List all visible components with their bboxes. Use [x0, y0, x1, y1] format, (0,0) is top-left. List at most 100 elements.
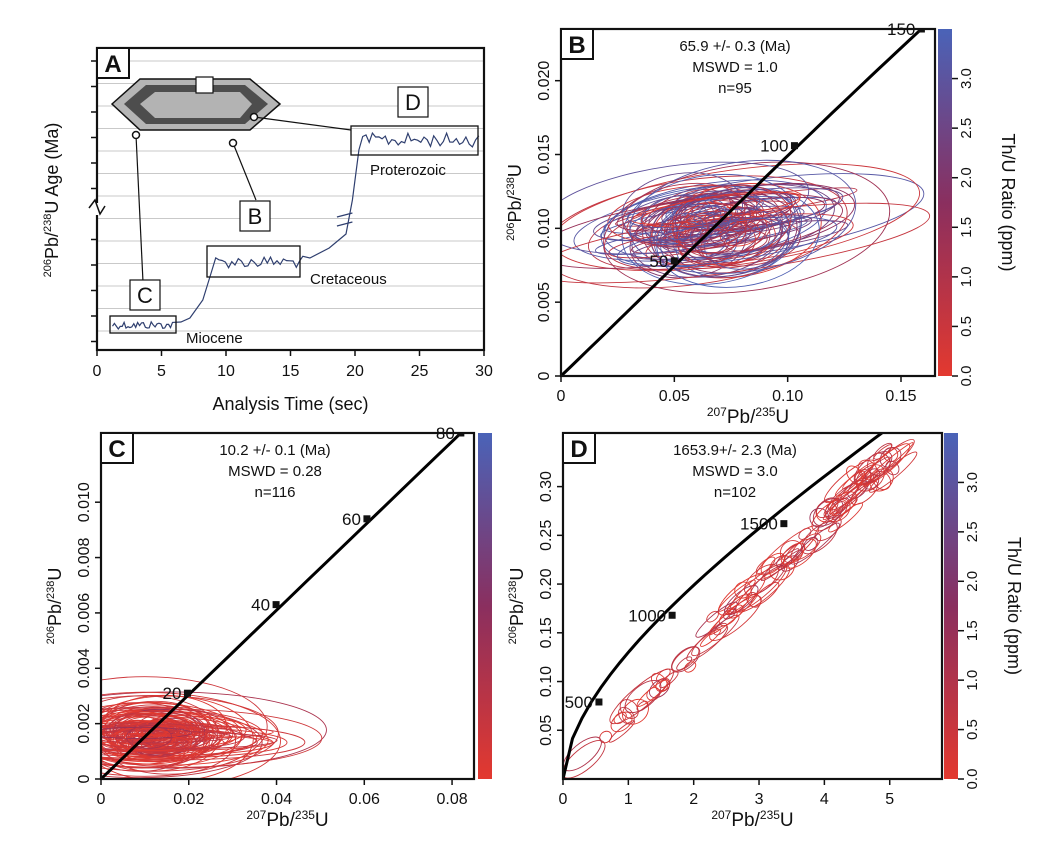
- concordia-marker: [595, 698, 603, 706]
- colorbar-tick-label: 3.0: [958, 68, 975, 89]
- panel-label-box-b: [560, 28, 594, 60]
- plot-area-c: [101, 433, 465, 779]
- error-ellipse: [608, 229, 740, 259]
- concordia-marker-label: 40: [251, 596, 270, 615]
- concordia-marker: [917, 29, 925, 33]
- title-line: n=95: [718, 80, 752, 97]
- error-ellipse: [760, 548, 800, 582]
- a-x-tick-label: 30: [475, 363, 493, 380]
- colorbar-tick-label: 2.0: [958, 167, 975, 188]
- x-tick-label: 1: [624, 791, 633, 808]
- colorbar-tick-label: 2.0: [964, 571, 981, 592]
- ellipses-b: [561, 159, 931, 294]
- error-ellipse: [619, 699, 639, 719]
- title-line: n=116: [254, 484, 295, 501]
- colorbar-tick-label: 1.0: [958, 266, 975, 287]
- title-line: MSWD = 0.28: [228, 463, 322, 480]
- concordia-marker: [272, 601, 280, 609]
- error-ellipse: [840, 456, 891, 500]
- error-ellipse: [659, 671, 679, 689]
- error-ellipse: [135, 720, 169, 738]
- colorbar-tick-label: 1.5: [964, 620, 981, 641]
- title-line: MSWD = 3.0: [692, 463, 777, 480]
- a-x-tick-label: 5: [157, 363, 166, 380]
- colorbar-tick-label: 1.5: [958, 217, 975, 238]
- panel-a: Miocene Cretaceous Proterozoic C B D 0 5 10 15 20…: [42, 46, 493, 414]
- a-x-axis-label: Analysis Time (sec): [212, 394, 368, 414]
- panel-d: 500 1000 1500 0 1 2 3 4 5 0.05 0.10 0.15 0.20 0.25 0.3…: [507, 431, 1024, 831]
- trace-break-mark: [336, 212, 353, 218]
- a-x-tick-label: 25: [411, 363, 429, 380]
- panel-label-b: B: [568, 32, 585, 59]
- error-ellipse: [812, 497, 844, 527]
- error-ellipse: [636, 679, 669, 707]
- annotation-proterozoic: Proterozoic: [370, 162, 446, 179]
- colorbar: [938, 29, 952, 376]
- a-x-tick-label: 20: [346, 363, 364, 380]
- error-ellipse: [610, 711, 633, 733]
- ellipses-d: [563, 438, 918, 779]
- colorbar-label: Th/U Ratio (ppm): [1004, 537, 1024, 675]
- concordia-marker-label: 1500: [740, 515, 778, 534]
- error-ellipse: [801, 521, 838, 555]
- x-tick-label: 5: [885, 791, 894, 808]
- y-tick-label: 0.15: [538, 617, 555, 648]
- error-ellipse: [561, 175, 848, 289]
- spot-label-box-d: [397, 86, 429, 118]
- error-ellipse: [724, 585, 759, 616]
- x-axis-label: 207Pb/235U: [707, 405, 789, 428]
- error-ellipse: [649, 678, 670, 699]
- age-trace-line: [112, 131, 480, 331]
- x-tick-label: 4: [820, 791, 829, 808]
- x-axis-label: 207Pb/235U: [246, 808, 328, 831]
- error-ellipse: [126, 725, 173, 749]
- panel-label-box-a: [96, 47, 130, 79]
- error-ellipse: [695, 601, 738, 638]
- y-tick-label: 0.005: [536, 282, 553, 322]
- x-tick-label: 0.10: [772, 388, 803, 405]
- concordia-marker-label: 100: [760, 137, 788, 156]
- y-tick-label: 0: [536, 371, 553, 380]
- error-ellipse: [624, 679, 662, 714]
- segment-box-miocene: [109, 315, 177, 334]
- panel-label-box-d: [562, 432, 596, 464]
- panel-label-box-c: [100, 432, 134, 464]
- error-ellipse: [101, 721, 232, 740]
- concordia-marker: [780, 520, 788, 528]
- x-tick-label: 0.05: [659, 388, 690, 405]
- error-ellipse: [608, 720, 636, 743]
- error-ellipse: [561, 193, 843, 269]
- y-tick-label: 0.002: [76, 704, 93, 744]
- title-line: n=102: [714, 484, 756, 501]
- error-ellipse: [872, 444, 893, 461]
- error-ellipse: [724, 230, 768, 252]
- concordia-marker-label: 60: [342, 510, 361, 529]
- y-tick-label: 0: [76, 774, 93, 783]
- error-ellipse: [811, 499, 848, 532]
- error-ellipse: [150, 734, 186, 749]
- error-ellipse: [779, 540, 804, 564]
- concordia-marker-label: 50: [649, 252, 668, 271]
- error-ellipse: [101, 715, 258, 761]
- error-ellipse: [655, 677, 671, 693]
- y-tick-label: 0.010: [76, 482, 93, 522]
- error-ellipse: [101, 706, 263, 779]
- error-ellipse: [101, 722, 219, 755]
- concordia-curve: [563, 433, 885, 779]
- annotation-cretaceous: Cretaceous: [310, 271, 387, 288]
- plot-frame-c: [99, 431, 476, 781]
- a-x-tick-label: 15: [282, 363, 300, 380]
- error-ellipse: [629, 159, 857, 275]
- error-ellipse: [114, 720, 223, 755]
- colorbar: [478, 433, 492, 779]
- error-ellipse: [561, 161, 810, 255]
- y-tick-label: 0.015: [536, 134, 553, 174]
- error-ellipse: [660, 213, 704, 241]
- x-tick-label: 0.15: [885, 388, 916, 405]
- concordia-marker-label: 500: [565, 693, 593, 712]
- a-y-axis-label: 206Pb/238U Age (Ma): [42, 123, 62, 278]
- error-ellipse: [750, 581, 780, 608]
- colorbar-tick-label: 2.5: [958, 118, 975, 139]
